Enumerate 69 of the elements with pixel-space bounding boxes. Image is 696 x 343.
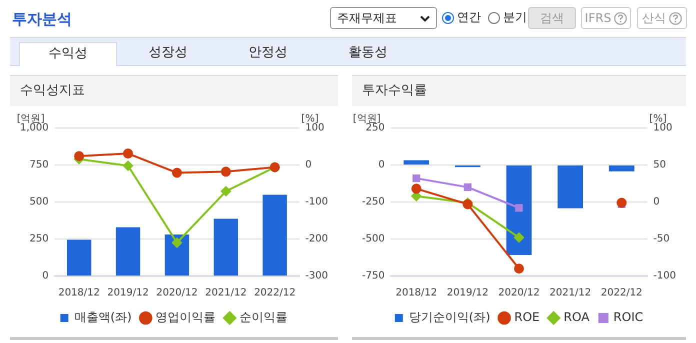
x-tick-label: 2018/12 bbox=[396, 288, 438, 299]
point bbox=[123, 160, 134, 171]
y2-tick-label: 0 bbox=[653, 196, 660, 208]
text: 분기 bbox=[503, 9, 527, 26]
x-tick-label: 2020/12 bbox=[498, 288, 540, 299]
point bbox=[412, 174, 420, 182]
bar bbox=[164, 234, 190, 276]
bar bbox=[66, 240, 92, 276]
y2-tick-label: -100 bbox=[305, 196, 328, 208]
text: 활동성 bbox=[348, 44, 388, 62]
y2-tick-label: -300 bbox=[305, 270, 328, 282]
text: 안정성 bbox=[248, 44, 288, 62]
text: 수익성 bbox=[19, 42, 117, 66]
point bbox=[172, 238, 182, 248]
y-tick-label: 500 bbox=[30, 196, 49, 208]
x-tick-label: 2021/12 bbox=[550, 288, 592, 299]
y2-tick-label: 50 bbox=[653, 160, 666, 171]
y-tick-label: 0 bbox=[42, 270, 49, 282]
x-tick-label: 2022/12 bbox=[254, 288, 296, 299]
text: 검색 bbox=[528, 7, 576, 29]
text: 성장성 bbox=[148, 44, 188, 62]
bar bbox=[116, 227, 140, 276]
x-tick-label: 2021/12 bbox=[205, 288, 247, 299]
y-tick-label: 250 bbox=[30, 234, 49, 245]
point bbox=[514, 232, 524, 243]
bar bbox=[262, 194, 287, 276]
point bbox=[464, 183, 472, 192]
text: 투자분석 bbox=[12, 10, 72, 29]
point bbox=[515, 204, 523, 212]
point bbox=[74, 151, 84, 162]
y2-tick-label: -50 bbox=[653, 234, 670, 245]
chart-title: 투자수익률 bbox=[352, 75, 686, 106]
legend-label: 영업이익률 bbox=[156, 310, 216, 324]
legend-label: 당기순이익(좌) bbox=[408, 310, 490, 324]
y-tick-label: -250 bbox=[362, 196, 385, 208]
text: 연간 bbox=[457, 9, 481, 26]
point bbox=[123, 148, 134, 159]
point bbox=[172, 168, 182, 178]
x-tick-label: 2019/12 bbox=[446, 288, 488, 299]
legend-label: ROIC bbox=[613, 310, 644, 324]
chart-title: 수익성지표 bbox=[10, 75, 338, 106]
bar bbox=[214, 218, 238, 276]
text: 산식 bbox=[637, 7, 687, 29]
legend-label: 순이익률 bbox=[240, 310, 288, 324]
point bbox=[616, 198, 627, 208]
y2-tick-label: 0 bbox=[305, 160, 312, 171]
y2-tick-label: 100 bbox=[305, 122, 324, 134]
legend-label: ROE bbox=[514, 310, 540, 324]
legend-label: 매출액(좌) bbox=[74, 310, 132, 324]
y2-tick-label: -200 bbox=[305, 234, 328, 245]
y2-tick-label: -100 bbox=[653, 270, 676, 282]
y2-tick-label: 100 bbox=[653, 122, 672, 134]
x-tick-label: 2018/12 bbox=[58, 288, 100, 299]
text: IFRS bbox=[581, 7, 631, 29]
x-tick-label: 2019/12 bbox=[107, 288, 149, 299]
y-tick-label: 0 bbox=[378, 160, 385, 171]
text: 주재무제표 bbox=[337, 10, 397, 26]
point bbox=[220, 166, 231, 177]
point bbox=[514, 264, 524, 274]
y-tick-label: 750 bbox=[30, 160, 49, 171]
y-tick-label: 250 bbox=[366, 122, 385, 134]
x-tick-label: 2022/12 bbox=[600, 288, 642, 299]
point bbox=[220, 186, 231, 196]
x-tick-label: 2020/12 bbox=[156, 288, 198, 299]
point bbox=[411, 184, 422, 194]
y-tick-label: -500 bbox=[362, 234, 385, 245]
y-tick-label: 1,000 bbox=[20, 122, 49, 134]
legend-label: ROA bbox=[564, 310, 590, 324]
y-tick-label: -750 bbox=[362, 270, 385, 282]
